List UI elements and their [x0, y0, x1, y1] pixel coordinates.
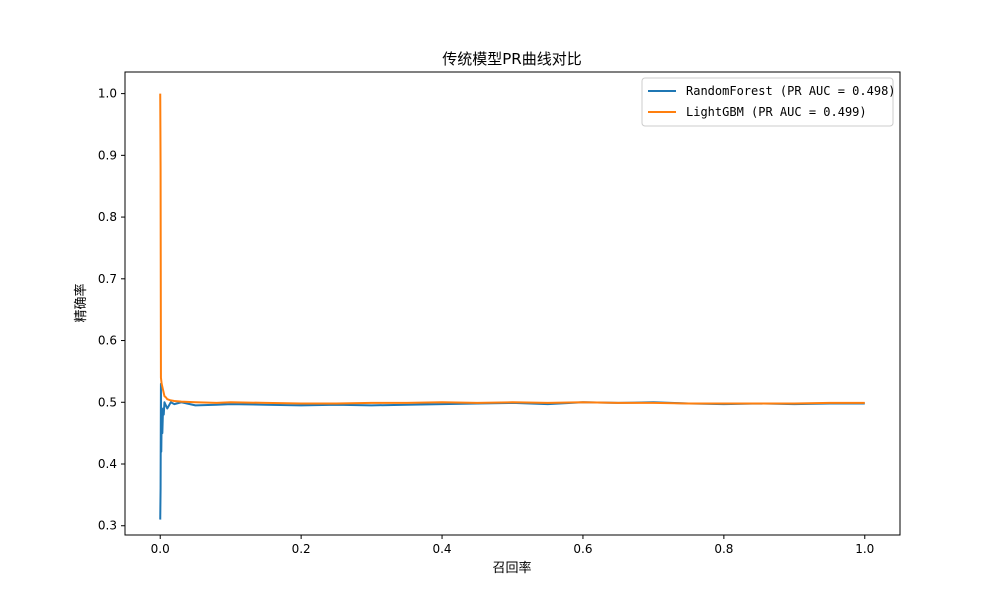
- y-tick-label: 0.5: [98, 395, 117, 409]
- legend-label-randomforest: RandomForest (PR AUC = 0.498): [686, 84, 896, 98]
- y-tick-label: 0.3: [98, 519, 117, 533]
- legend-frame: [641, 77, 894, 127]
- x-tick-label: 0.0: [151, 542, 170, 556]
- x-axis-title: 召回率: [492, 560, 531, 576]
- series-line-lightgbm: [159, 93, 865, 405]
- y-tick-label: 0.9: [98, 148, 117, 162]
- y-tick-label: 0.8: [98, 210, 117, 224]
- x-tick-label: 0.4: [432, 542, 451, 556]
- plot-area: 0.0 0.2 0.4 0.6 0.8 1.0 0.3 0.4 0.5 0.6 0.7 0.8 0.9…: [98, 71, 901, 556]
- y-tick-label: 1.0: [98, 87, 117, 101]
- y-axis-title: 精确率: [73, 283, 89, 322]
- x-tick-label: 1.0: [855, 542, 874, 556]
- y-axis-ticks: 0.3 0.4 0.5 0.6 0.7 0.8 0.9 1.0: [98, 87, 125, 533]
- plot-frame: [124, 71, 901, 536]
- x-axis-ticks: 0.0 0.2 0.4 0.6 0.8 1.0: [151, 535, 874, 556]
- legend-label-lightgbm: LightGBM (PR AUC = 0.499): [686, 105, 867, 119]
- legend: RandomForest (PR AUC = 0.498) LightGBM (…: [641, 77, 896, 127]
- y-tick-label: 0.4: [98, 457, 117, 471]
- x-tick-label: 0.2: [292, 542, 311, 556]
- y-tick-label: 0.7: [98, 272, 117, 286]
- y-tick-label: 0.6: [98, 334, 117, 348]
- series-layer: [159, 93, 865, 520]
- chart-title: 传统模型PR曲线对比: [442, 50, 581, 68]
- x-tick-label: 0.8: [714, 542, 733, 556]
- x-tick-label: 0.6: [573, 542, 592, 556]
